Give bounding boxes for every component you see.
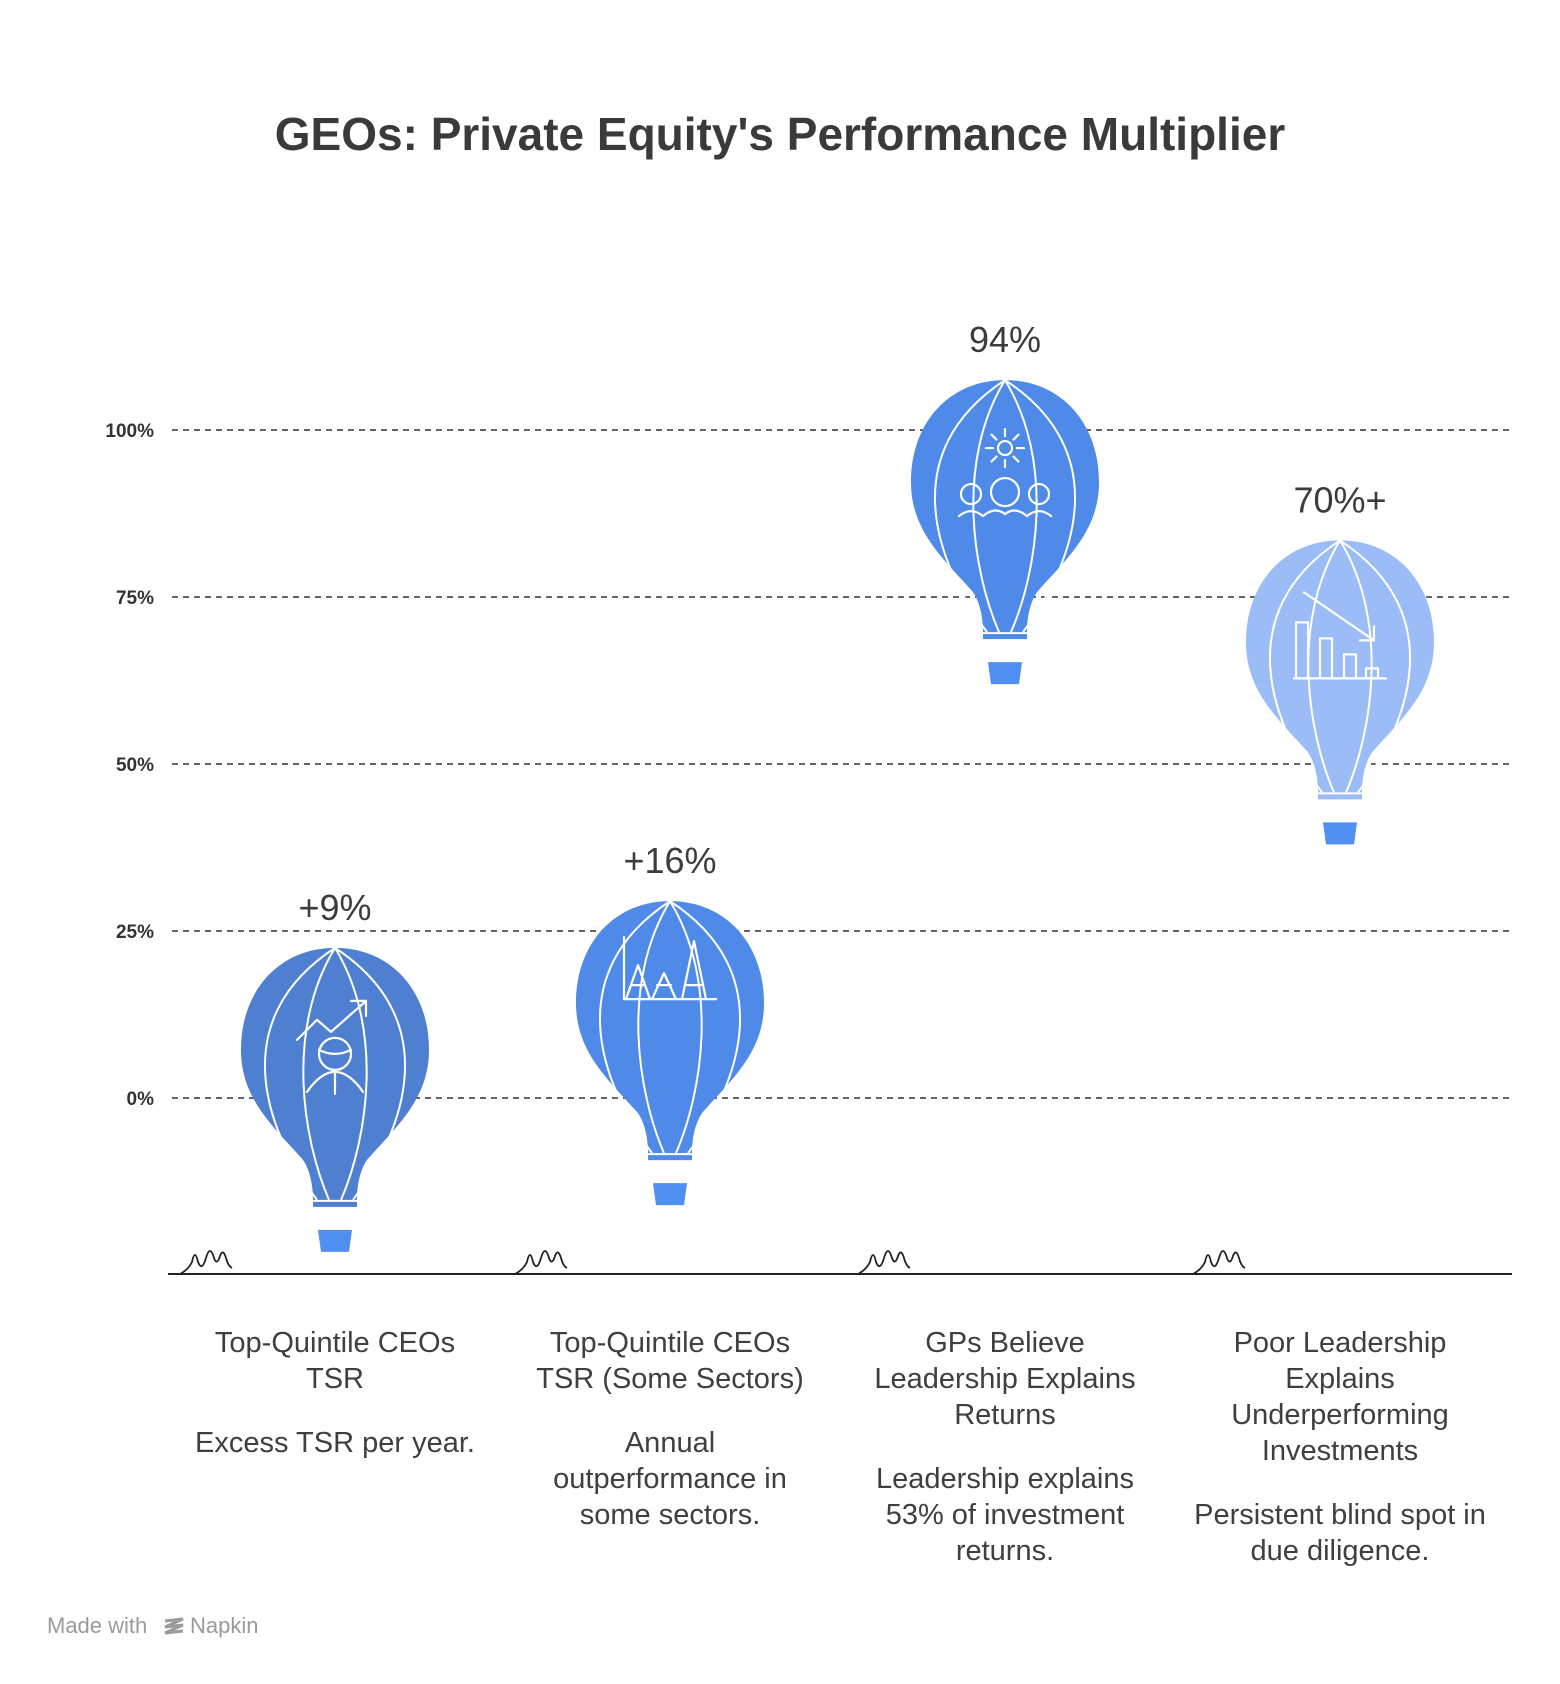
balloon-bar: +16%	[576, 840, 764, 1206]
balloon-basket	[653, 1183, 687, 1206]
category-description: Annual outperformance in some sectors.	[553, 1427, 787, 1531]
balloon-envelope	[576, 901, 764, 1154]
y-tick-label: 100%	[105, 421, 154, 442]
balloon-basket	[988, 662, 1022, 685]
balloon-envelope	[1246, 540, 1434, 793]
footer-brand: Napkin	[190, 1613, 258, 1638]
y-axis-ticks: 0% 25% 50% 75% 100%	[105, 421, 154, 1110]
y-tick-label: 75%	[116, 588, 154, 609]
gear-team-icon	[957, 427, 1053, 518]
category-label: Top-Quintile CEOs TSR (Some Sectors)	[536, 1327, 804, 1395]
category-caption: Top-Quintile CEOs TSR Excess TSR per year…	[185, 1325, 485, 1461]
category-caption: Poor Leadership Explains Underperforming…	[1190, 1325, 1490, 1569]
balloon-ring	[313, 1201, 357, 1207]
balloon-ring	[1318, 794, 1362, 800]
balloon-gores	[598, 900, 742, 1154]
category-description: Persistent blind spot in due diligence.	[1194, 1499, 1486, 1567]
category-label: GPs Believe Leadership Explains Returns	[874, 1327, 1136, 1431]
grass-tuft	[857, 1250, 911, 1275]
chart-title: GEOs: Private Equity's Performance Multi…	[275, 108, 1286, 160]
category-caption: Top-Quintile CEOs TSR (Some Sectors) Annu…	[520, 1325, 820, 1533]
balloon-bar: 70%+	[1246, 479, 1434, 845]
peaks-chart-icon	[622, 936, 718, 1001]
declining-bars-icon	[1292, 591, 1388, 680]
data-label: 70%+	[1293, 479, 1386, 520]
balloon-basket	[1323, 822, 1357, 845]
ground-baseline	[168, 1250, 1512, 1275]
footer-made-with: Made with	[47, 1613, 147, 1638]
napkin-logo-icon	[164, 1617, 184, 1635]
category-label: Poor Leadership Explains Underperforming…	[1231, 1327, 1449, 1467]
y-tick-label: 25%	[116, 922, 154, 943]
category-description: Excess TSR per year.	[195, 1427, 475, 1459]
balloon-ring	[648, 1155, 692, 1161]
balloon-gores	[933, 379, 1077, 633]
balloon-bar: 94%	[911, 319, 1099, 685]
category-description: Leadership explains 53% of investment re…	[876, 1463, 1134, 1567]
category-caption: GPs Believe Leadership Explains Returns L…	[855, 1325, 1155, 1569]
balloons: +9% +16% 94% 70%+	[241, 319, 1434, 1252]
grass-tuft	[179, 1250, 233, 1275]
grass-tuft	[514, 1250, 568, 1275]
balloon-basket	[318, 1229, 352, 1252]
grass-tuft	[1192, 1250, 1246, 1275]
growth-person-icon	[295, 999, 368, 1095]
balloon-gores	[263, 947, 407, 1201]
y-tick-label: 50%	[116, 755, 154, 776]
balloon-bar: +9%	[241, 887, 429, 1252]
captions: Top-Quintile CEOs TSR Excess TSR per year…	[0, 1325, 1560, 1625]
data-label: +9%	[298, 887, 371, 928]
balloon-ring	[983, 634, 1027, 640]
y-tick-label: 0%	[127, 1089, 155, 1110]
data-label: +16%	[623, 840, 716, 881]
made-with-napkin: Made with Napkin	[47, 1613, 258, 1638]
data-label: 94%	[969, 319, 1041, 360]
category-label: Top-Quintile CEOs TSR	[214, 1327, 456, 1395]
